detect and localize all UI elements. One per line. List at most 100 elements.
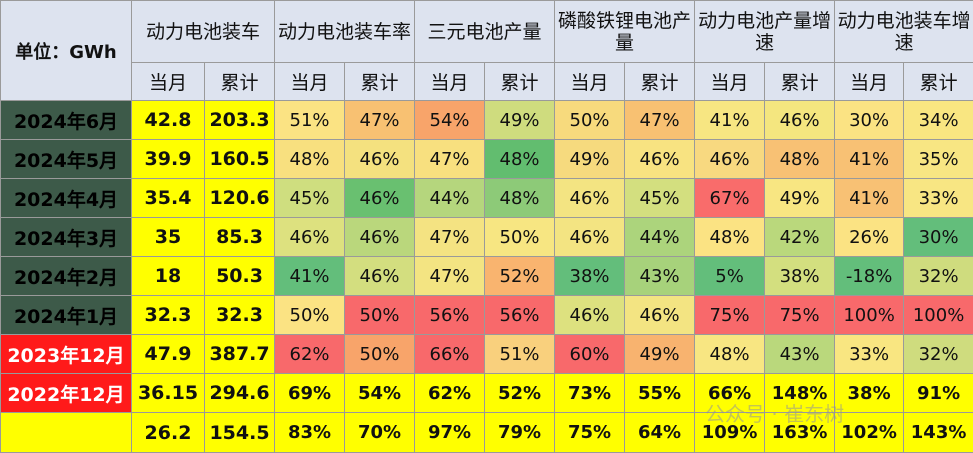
table-cell: 47.9 <box>131 334 205 374</box>
table-cell: 46% <box>624 295 696 335</box>
subheader-month: 当月 <box>834 62 905 101</box>
table-cell: 52% <box>484 373 556 413</box>
table-cell: 85.3 <box>203 217 276 257</box>
table-cell: 46% <box>624 139 696 179</box>
table-row: 2023年12月 47.9 387.7 62% 50% 66% 51% 60% 49% 48% 43… <box>0 334 973 374</box>
table-cell: 83% <box>274 412 346 453</box>
table-cell: 26% <box>834 217 905 257</box>
group-header-2: 三元电池产量 <box>414 0 556 63</box>
table-cell: 66% <box>414 334 486 374</box>
table-cell: 46% <box>344 217 416 257</box>
table-cell: 33% <box>834 334 905 374</box>
table-cell: 38% <box>834 373 905 413</box>
table-cell: 51% <box>484 334 556 374</box>
table-cell: 75% <box>764 295 836 335</box>
table-body: 2024年6月 42.8 203.3 51% 47% 54% 49% 50% 47% 41% 46%… <box>0 100 973 453</box>
table-cell: 35 <box>131 217 205 257</box>
table-cell: 33% <box>903 178 973 218</box>
table-cell: 97% <box>414 412 486 453</box>
table-cell: 203.3 <box>203 100 276 140</box>
table-cell: 60% <box>554 334 626 374</box>
table-cell: 41% <box>694 100 766 140</box>
table-cell: 67% <box>694 178 766 218</box>
table-cell: 54% <box>414 100 486 140</box>
table-cell: 66% <box>694 373 766 413</box>
table-cell: 46% <box>694 139 766 179</box>
table-cell: 47% <box>414 217 486 257</box>
table-row: 2024年3月 35 85.3 46% 46% 47% 50% 46% 44% 48% 42% 26%… <box>0 217 973 257</box>
table-cell: 34% <box>903 100 973 140</box>
table-cell: 75% <box>694 295 766 335</box>
table-cell: 73% <box>554 373 626 413</box>
table-cell: 43% <box>624 256 696 296</box>
row-label: 2024年1月 <box>0 295 132 335</box>
table-cell: 44% <box>624 217 696 257</box>
table-cell: 48% <box>484 178 556 218</box>
row-label: 2024年3月 <box>0 217 132 257</box>
table-cell: 43% <box>764 334 836 374</box>
table-cell: 39.9 <box>131 139 205 179</box>
table-cell: 48% <box>274 139 346 179</box>
table-cell: 36.15 <box>131 373 205 413</box>
table-cell: 49% <box>764 178 836 218</box>
group-header-0: 动力电池装车 <box>130 0 276 63</box>
table-cell: 46% <box>344 178 416 218</box>
table-cell: 52% <box>484 256 556 296</box>
table-cell: 26.2 <box>131 412 205 453</box>
table-cell: 102% <box>834 412 905 453</box>
table-cell: 45% <box>274 178 346 218</box>
table-cell: 70% <box>344 412 416 453</box>
table-cell: 35.4 <box>131 178 205 218</box>
table-cell: 46% <box>344 139 416 179</box>
group-header-4: 动力电池产量增速 <box>694 0 836 63</box>
table-cell: 62% <box>414 373 486 413</box>
table-row: 2024年1月 32.3 32.3 50% 50% 56% 56% 46% 46% 75% 75% 1… <box>0 295 973 335</box>
table-cell: 45% <box>624 178 696 218</box>
table-cell: 41% <box>274 256 346 296</box>
table-cell: 42% <box>764 217 836 257</box>
table-cell: 46% <box>764 100 836 140</box>
table-row: 2022年12月 36.15 294.6 69% 54% 62% 52% 73% 55% 66% 1… <box>0 373 973 413</box>
table-cell: 148% <box>764 373 836 413</box>
table-cell: 69% <box>274 373 346 413</box>
table-cell: 75% <box>554 412 626 453</box>
table-cell: 100% <box>903 295 973 335</box>
subheader-month: 当月 <box>131 62 205 101</box>
table-cell: 79% <box>484 412 556 453</box>
table-cell: 30% <box>834 100 905 140</box>
subheader-month: 当月 <box>274 62 346 101</box>
table-cell: 48% <box>764 139 836 179</box>
table-cell: 387.7 <box>203 334 276 374</box>
table-cell: 163% <box>764 412 836 453</box>
table-cell: 47% <box>344 100 416 140</box>
row-label: 2024年2月 <box>0 256 132 296</box>
table-cell: 50% <box>554 100 626 140</box>
group-header-1: 动力电池装车率 <box>274 0 416 63</box>
row-label: 2024年4月 <box>0 178 132 218</box>
table-row: 2024年5月 39.9 160.5 48% 46% 47% 48% 49% 46% 46% 48%… <box>0 139 973 179</box>
table-row: 2024年2月 18 50.3 41% 46% 47% 52% 38% 43% 5% 38% -18%… <box>0 256 973 296</box>
table-cell: 32% <box>903 334 973 374</box>
subheader-month: 当月 <box>414 62 486 101</box>
table-cell: 32% <box>903 256 973 296</box>
table-cell: 109% <box>694 412 766 453</box>
table-cell: 46% <box>554 178 626 218</box>
table-cell: 50% <box>344 334 416 374</box>
table-cell: 41% <box>834 139 905 179</box>
table-cell: 30% <box>903 217 973 257</box>
table-cell: 50.3 <box>203 256 276 296</box>
table-cell: 160.5 <box>203 139 276 179</box>
group-header-3: 磷酸铁锂电池产量 <box>554 0 696 63</box>
table-cell: 48% <box>694 217 766 257</box>
table-row: 2024年6月 42.8 203.3 51% 47% 54% 49% 50% 47% 41% 46%… <box>0 100 973 140</box>
unit-label: 单位：GWh <box>0 0 132 101</box>
table-cell: 294.6 <box>203 373 276 413</box>
table-row: 2024年4月 35.4 120.6 45% 46% 44% 48% 46% 45% 67% 49%… <box>0 178 973 218</box>
table-cell: 50% <box>344 295 416 335</box>
row-label: 2023年12月 <box>0 334 132 374</box>
table-cell: 38% <box>764 256 836 296</box>
group-header-5: 动力电池装车增速 <box>834 0 973 63</box>
table-cell: 100% <box>834 295 905 335</box>
